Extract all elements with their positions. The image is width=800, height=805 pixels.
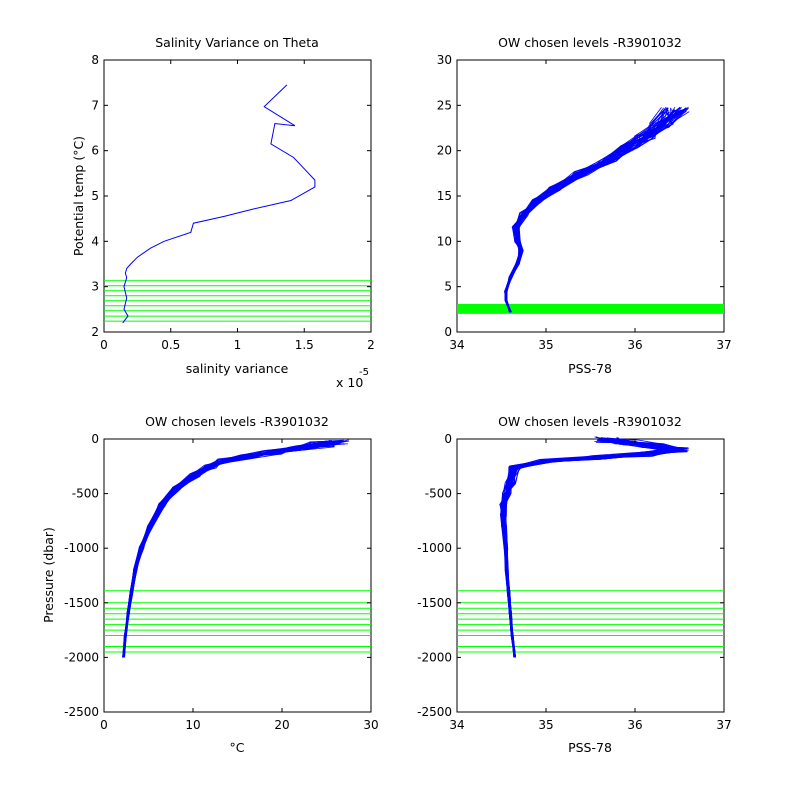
panel-1-xlabel: salinity variance — [186, 361, 289, 376]
panel-salinity-variance: Salinity Variance on Theta 0 0.5 1 1.5 2 2 3 4 5… — [71, 35, 375, 390]
panel-4-profiles — [499, 436, 689, 658]
y-tick-label: 30 — [437, 53, 452, 67]
y-tick-label: 5 — [444, 280, 452, 294]
panel-2-ticks: 34 35 36 37 0 5 10 15 20 25 30 — [437, 53, 732, 352]
panel-3-xlabel: °C — [230, 740, 245, 755]
panel-4-title: OW chosen levels -R3901032 — [498, 414, 682, 429]
y-tick-label: 3 — [91, 280, 99, 294]
panel-2-title: OW chosen levels -R3901032 — [498, 35, 682, 50]
x-tick-label: 0.5 — [161, 338, 180, 352]
panel-salinity-theta: OW chosen levels -R3901032 34 35 36 37 0 5 10 1… — [437, 35, 732, 376]
x-tick-label: 36 — [627, 718, 642, 732]
panel-1-axes — [103, 59, 372, 333]
y-tick-label: 8 — [91, 53, 99, 67]
panel-2-axes — [456, 59, 725, 333]
panel-temperature-pressure: OW chosen levels -R3901032 0 10 20 30 -2500 -… — [41, 414, 379, 755]
y-tick-label: -2000 — [64, 650, 99, 664]
y-tick-label: -1500 — [64, 596, 99, 610]
y-tick-label: 5 — [91, 189, 99, 203]
y-tick-label: -1000 — [64, 541, 99, 555]
y-tick-label: 0 — [444, 325, 452, 339]
x-tick-label: 0 — [100, 338, 108, 352]
panel-4-chosen-levels — [457, 590, 724, 653]
y-tick-label: 7 — [91, 98, 99, 112]
y-tick-label: 4 — [91, 234, 99, 248]
y-tick-label: 25 — [437, 98, 452, 112]
profile-line-mean — [502, 438, 680, 658]
y-tick-label: 2 — [91, 325, 99, 339]
x-tick-label: 36 — [627, 338, 642, 352]
panel-3-chosen-levels — [104, 590, 371, 653]
panel-1-title: Salinity Variance on Theta — [155, 35, 319, 50]
y-tick-label: -500 — [425, 487, 452, 501]
panel-2-xlabel: PSS-78 — [568, 361, 612, 376]
y-tick-label: 10 — [437, 234, 452, 248]
panel-3-profiles — [122, 439, 350, 658]
x-tick-label: 20 — [274, 718, 289, 732]
x-tick-label: 34 — [449, 718, 464, 732]
x-tick-label: 0 — [100, 718, 108, 732]
x-tick-label: 35 — [538, 338, 553, 352]
panel-4-ticks: 34 35 36 37 -2500 -2000 -1500 -1000 -500 0 — [417, 432, 732, 732]
y-tick-label: -1500 — [417, 596, 452, 610]
x-tick-label: 35 — [538, 718, 553, 732]
chosen-level-band — [457, 303, 724, 314]
panel-salinity-pressure: OW chosen levels -R3901032 34 35 36 37 -2500… — [417, 414, 732, 755]
panel-2-chosen-levels — [457, 303, 724, 314]
panel-1-ticks: 0 0.5 1 1.5 2 2 3 4 5 6 7 8 — [91, 53, 374, 352]
x-tick-label: 37 — [716, 338, 731, 352]
x-tick-label: 1.5 — [295, 338, 314, 352]
y-tick-label: 6 — [91, 144, 99, 158]
y-tick-label: -2500 — [417, 705, 452, 719]
panel-3-ylabel: Pressure (dbar) — [41, 527, 56, 623]
panel-3-title: OW chosen levels -R3901032 — [145, 414, 329, 429]
panel-1-x-multiplier: x 10 — [336, 375, 363, 390]
y-tick-label: 0 — [91, 432, 99, 446]
x-tick-label: 37 — [716, 718, 731, 732]
y-tick-label: 15 — [437, 189, 452, 203]
x-tick-label: 30 — [363, 718, 378, 732]
panel-1-x-exponent: -5 — [359, 367, 369, 378]
panel-4-xlabel: PSS-78 — [568, 740, 612, 755]
profile-line-mean — [504, 109, 676, 313]
y-tick-label: 20 — [437, 144, 452, 158]
panel-3-axes — [103, 438, 372, 713]
panel-2-profiles — [504, 106, 690, 313]
y-tick-label: -2500 — [64, 705, 99, 719]
y-tick-label: -2000 — [417, 650, 452, 664]
panel-4-axes — [456, 438, 725, 713]
y-tick-label: -500 — [72, 487, 99, 501]
x-tick-label: 10 — [185, 718, 200, 732]
x-tick-label: 2 — [367, 338, 375, 352]
variance-line — [122, 84, 316, 324]
profile-line-mean — [122, 441, 336, 658]
x-tick-label: 1 — [234, 338, 242, 352]
y-tick-label: 0 — [444, 432, 452, 446]
y-tick-label: -1000 — [417, 541, 452, 555]
panel-3-ticks: 0 10 20 30 -2500 -2000 -1500 -1000 -500 0 — [64, 432, 379, 732]
panel-1-chosen-levels — [104, 280, 371, 322]
x-tick-label: 34 — [449, 338, 464, 352]
panel-1-series — [122, 84, 316, 324]
panel-1-ylabel: Potential temp (°C) — [71, 136, 86, 256]
